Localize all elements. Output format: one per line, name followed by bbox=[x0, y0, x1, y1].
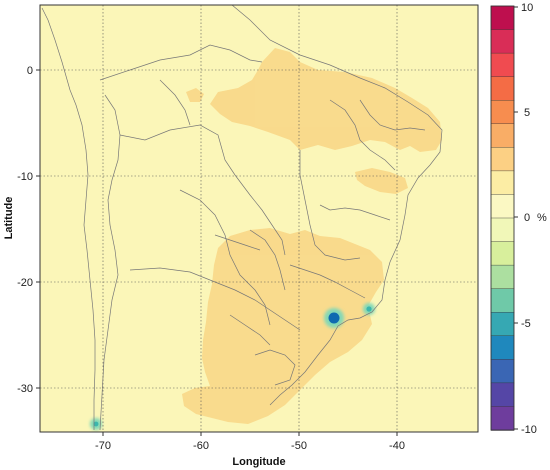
legend-swatches bbox=[490, 5, 515, 431]
x-axis-title: Longitude bbox=[232, 456, 285, 468]
anomaly-region-small-west bbox=[186, 88, 204, 102]
plot-frame bbox=[39, 4, 479, 433]
border-uruguay bbox=[254, 349, 296, 386]
x-tick-label: -60 bbox=[193, 440, 209, 452]
legend-swatch bbox=[490, 241, 515, 266]
border-brazil-states-3 bbox=[359, 99, 426, 131]
border-brazil-states-5 bbox=[249, 229, 286, 291]
y-axis: 0 -10 -20 -30 Latitude bbox=[3, 65, 40, 395]
legend-swatch bbox=[490, 194, 515, 219]
legend-swatch bbox=[490, 382, 515, 408]
legend-ticks: 10 5 0 -5 -10 % bbox=[514, 2, 547, 436]
y-tick-label: -20 bbox=[17, 277, 33, 289]
y-axis-title: Latitude bbox=[3, 197, 15, 240]
x-tick-label: -40 bbox=[389, 440, 405, 452]
y-tick-label: -10 bbox=[17, 171, 33, 183]
legend-tick-label: 0 bbox=[524, 212, 530, 224]
graticule bbox=[40, 5, 478, 432]
anomaly-region-south-central bbox=[182, 228, 384, 424]
border-amazon-north bbox=[99, 44, 263, 81]
anomaly-region-northeast-band bbox=[355, 168, 408, 194]
legend-swatch bbox=[490, 312, 515, 337]
color-scale-legend: 10 5 0 -5 -10 % bbox=[490, 2, 547, 436]
legend-swatch bbox=[490, 29, 515, 54]
border-argentina-north bbox=[129, 267, 301, 331]
border-brazil-states-4 bbox=[289, 264, 366, 299]
anomaly-spot-sao-paulo-core bbox=[328, 312, 340, 324]
legend-swatch bbox=[490, 359, 515, 384]
coastline-west bbox=[41, 7, 96, 430]
border-brazil-west bbox=[119, 124, 286, 256]
y-tick-label: 0 bbox=[27, 65, 33, 77]
x-tick-label: -50 bbox=[291, 440, 307, 452]
legend-swatch bbox=[490, 406, 515, 431]
legend-swatch bbox=[490, 217, 515, 243]
border-andes-east bbox=[99, 94, 121, 431]
y-tick-label: -30 bbox=[17, 383, 33, 395]
coastline-atlantic bbox=[231, 5, 443, 406]
legend-unit-label: % bbox=[537, 212, 547, 224]
border-brazil-states-2 bbox=[329, 99, 396, 171]
legend-tick-label: 5 bbox=[524, 107, 530, 119]
legend-swatch bbox=[490, 52, 515, 78]
legend-swatch bbox=[490, 264, 515, 290]
legend-swatch bbox=[490, 147, 515, 172]
border-brazil-states-9 bbox=[229, 314, 271, 346]
legend-swatch bbox=[490, 100, 515, 125]
legend-frame bbox=[490, 5, 515, 431]
legend-tick-label: 10 bbox=[521, 2, 533, 14]
legend-swatch bbox=[490, 123, 515, 149]
border-brazil-states-1 bbox=[299, 150, 361, 261]
legend-swatch bbox=[490, 288, 515, 313]
anomaly-spot-rio-core bbox=[366, 306, 372, 312]
border-bolivia-paraguay bbox=[179, 189, 271, 326]
anomaly-spot-chile-core bbox=[93, 421, 99, 427]
x-tick-label: -70 bbox=[95, 440, 111, 452]
legend-tick-label: -5 bbox=[521, 318, 531, 330]
x-axis: -70 -60 -50 -40 Longitude bbox=[95, 432, 405, 468]
border-brazil-states-8 bbox=[159, 79, 191, 126]
legend-tick-label: -10 bbox=[521, 424, 537, 436]
legend-swatch bbox=[490, 170, 515, 196]
political-boundaries bbox=[41, 5, 443, 431]
border-brazil-states-7 bbox=[214, 234, 261, 251]
legend-swatch bbox=[490, 5, 515, 31]
border-brazil-states-6 bbox=[319, 204, 391, 221]
legend-swatch bbox=[490, 335, 515, 361]
legend-swatch bbox=[490, 76, 515, 101]
